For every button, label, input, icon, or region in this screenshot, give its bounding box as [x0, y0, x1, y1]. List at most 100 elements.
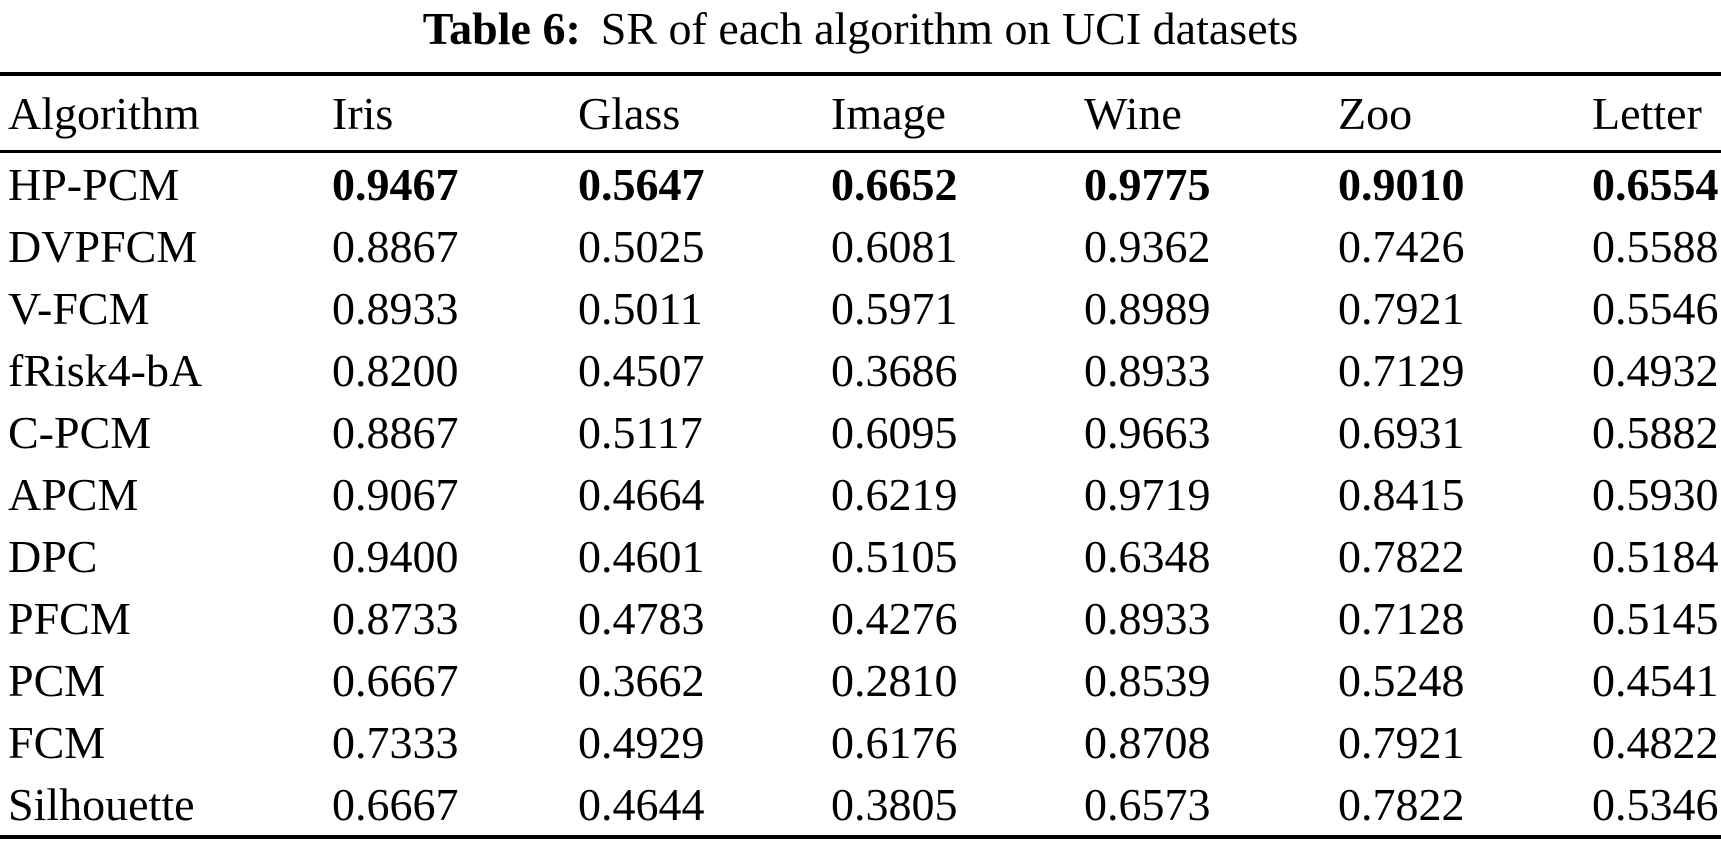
table-cell: 0.4822	[1592, 716, 1719, 768]
results-table: Algorithm Iris Glass Image Wine Zoo Lett…	[0, 72, 1721, 839]
table-cell: 0.8867	[332, 406, 459, 458]
table-cell: 0.5882	[1592, 406, 1719, 458]
table-cell: 0.6081	[831, 220, 958, 272]
table-caption-label: Table 6:	[422, 3, 581, 54]
table-cell: 0.8933	[1084, 344, 1211, 396]
table-cell: 0.4929	[578, 716, 705, 768]
table-cell: 0.6931	[1338, 406, 1465, 458]
table-row-apcm: APCM 0.9067 0.4664 0.6219 0.9719 0.8415 …	[0, 463, 1721, 525]
table-cell: 0.8415	[1338, 468, 1465, 520]
row-label: PFCM	[8, 592, 131, 644]
table-cell: 0.7333	[332, 716, 459, 768]
row-label: C-PCM	[8, 406, 152, 458]
header-row: Algorithm Iris Glass Image Wine Zoo Lett…	[0, 74, 1721, 153]
table-cell: 0.7822	[1338, 778, 1465, 830]
table-cell: 0.4783	[578, 592, 705, 644]
table-cell: 0.4507	[578, 344, 705, 396]
table-cell: 0.4601	[578, 530, 705, 582]
table-cell: 0.7921	[1338, 282, 1465, 334]
table-cell: 0.7921	[1338, 716, 1465, 768]
table-row-c-pcm: C-PCM 0.8867 0.5117 0.6095 0.9663 0.6931…	[0, 401, 1721, 463]
table-cell: 0.6652	[831, 158, 958, 210]
table-cell: 0.6219	[831, 468, 958, 520]
row-label: DPC	[8, 530, 98, 582]
table-cell: 0.7822	[1338, 530, 1465, 582]
table-cell: 0.4276	[831, 592, 958, 644]
table-caption-text: SR of each algorithm on UCI datasets	[600, 3, 1299, 54]
table-cell: 0.9775	[1084, 158, 1211, 210]
table-row-frisk4-ba: fRisk4-bA 0.8200 0.4507 0.3686 0.8933 0.…	[0, 339, 1721, 401]
table-cell: 0.9362	[1084, 220, 1211, 272]
table-cell: 0.9400	[332, 530, 459, 582]
table-cell: 0.5145	[1592, 592, 1719, 644]
table-cell: 0.3805	[831, 778, 958, 830]
table-cell: 0.9067	[332, 468, 459, 520]
row-label: HP-PCM	[8, 158, 180, 210]
column-header-image: Image	[831, 74, 1084, 153]
table-cell: 0.5117	[578, 406, 703, 458]
table-cell: 0.9467	[332, 158, 459, 210]
table-cell: 0.6176	[831, 716, 958, 768]
table-cell: 0.7128	[1338, 592, 1465, 644]
row-label: fRisk4-bA	[8, 344, 203, 396]
table-cell: 0.6554	[1592, 158, 1719, 210]
table-cell: 0.5546	[1592, 282, 1719, 334]
table-cell: 0.4664	[578, 468, 705, 520]
table-cell: 0.3686	[831, 344, 958, 396]
row-label: Silhouette	[8, 778, 195, 830]
table-row-hp-pcm: HP-PCM 0.9467 0.5647 0.6652 0.9775 0.901…	[0, 152, 1721, 216]
row-label: V-FCM	[8, 282, 150, 334]
row-label: PCM	[8, 654, 106, 706]
column-header-wine: Wine	[1084, 74, 1338, 153]
table-cell: 0.8933	[332, 282, 459, 334]
table-cell: 0.4932	[1592, 344, 1719, 396]
table-cell: 0.8708	[1084, 716, 1211, 768]
table-cell: 0.6667	[332, 778, 459, 830]
table-cell: 0.8200	[332, 344, 459, 396]
table-cell: 0.6095	[831, 406, 958, 458]
column-header-iris: Iris	[332, 74, 578, 153]
table-cell: 0.8539	[1084, 654, 1211, 706]
table-cell: 0.4541	[1592, 654, 1719, 706]
row-label: FCM	[8, 716, 106, 768]
table-cell: 0.2810	[831, 654, 958, 706]
table-cell: 0.8933	[1084, 592, 1211, 644]
row-label: APCM	[8, 468, 139, 520]
table-row-pfcm: PFCM 0.8733 0.4783 0.4276 0.8933 0.7128 …	[0, 587, 1721, 649]
table-row-v-fcm: V-FCM 0.8933 0.5011 0.5971 0.8989 0.7921…	[0, 277, 1721, 339]
table-cell: 0.5930	[1592, 468, 1719, 520]
table-cell: 0.6667	[332, 654, 459, 706]
row-label: DVPFCM	[8, 220, 198, 272]
table-cell: 0.5248	[1338, 654, 1465, 706]
table-cell: 0.5647	[578, 158, 705, 210]
column-header-letter: Letter	[1592, 74, 1721, 153]
column-header-zoo: Zoo	[1338, 74, 1592, 153]
table-cell: 0.8989	[1084, 282, 1211, 334]
table-cell: 0.8867	[332, 220, 459, 272]
table-cell: 0.6573	[1084, 778, 1211, 830]
table-cell: 0.5011	[578, 282, 703, 334]
table-row-pcm: PCM 0.6667 0.3662 0.2810 0.8539 0.5248 0…	[0, 649, 1721, 711]
table-caption: Table 6: SR of each algorithm on UCI data…	[0, 0, 1721, 72]
table-cell: 0.5346	[1592, 778, 1719, 830]
table-cell: 0.5025	[578, 220, 705, 272]
table-cell: 0.4644	[578, 778, 705, 830]
table-cell: 0.5184	[1592, 530, 1719, 582]
table-cell: 0.5588	[1592, 220, 1719, 272]
table-cell: 0.6348	[1084, 530, 1211, 582]
table-row-dvpfcm: DVPFCM 0.8867 0.5025 0.6081 0.9362 0.742…	[0, 215, 1721, 277]
table-row-dpc: DPC 0.9400 0.4601 0.5105 0.6348 0.7822 0…	[0, 525, 1721, 587]
table-cell: 0.9010	[1338, 158, 1465, 210]
table-cell: 0.3662	[578, 654, 705, 706]
column-header-glass: Glass	[578, 74, 831, 153]
table-cell: 0.5971	[831, 282, 958, 334]
table-cell: 0.8733	[332, 592, 459, 644]
table-cell: 0.9719	[1084, 468, 1211, 520]
table-cell: 0.7129	[1338, 344, 1465, 396]
table-row-fcm: FCM 0.7333 0.4929 0.6176 0.8708 0.7921 0…	[0, 711, 1721, 773]
column-header-algorithm: Algorithm	[0, 74, 332, 153]
table-row-silhouette: Silhouette 0.6667 0.4644 0.3805 0.6573 0…	[0, 773, 1721, 837]
table-cell: 0.9663	[1084, 406, 1211, 458]
table-cell: 0.7426	[1338, 220, 1465, 272]
